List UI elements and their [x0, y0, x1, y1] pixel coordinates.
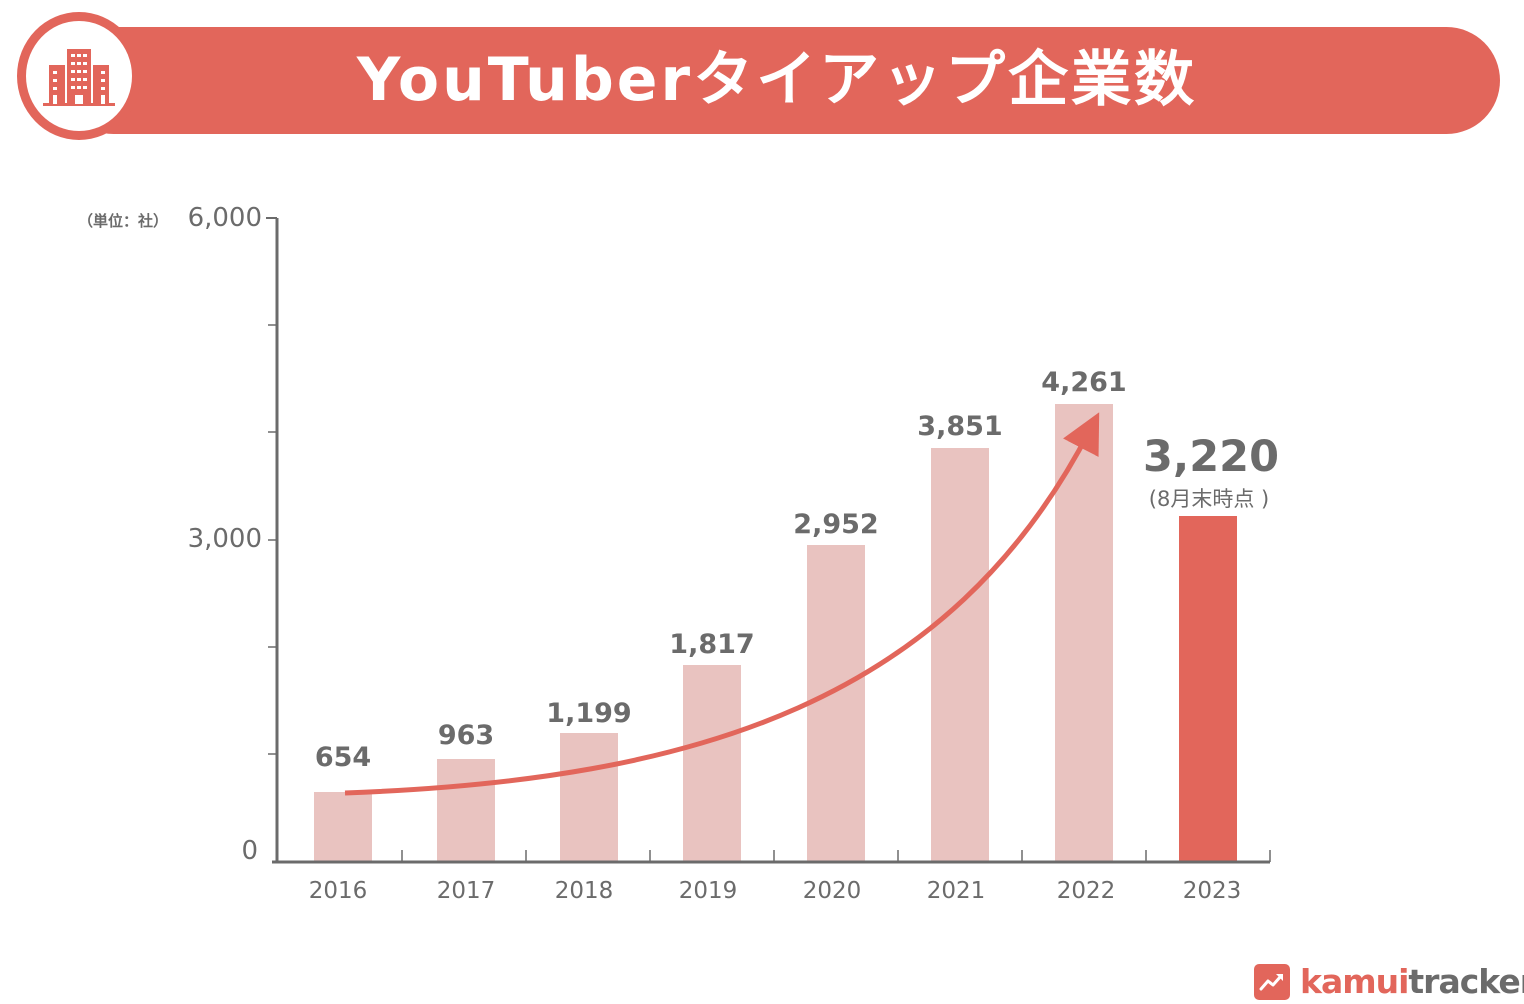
- title-banner: [60, 27, 1500, 134]
- value-label-2021: 3,851: [917, 411, 1003, 442]
- value-label-2019: 1,817: [669, 629, 755, 660]
- bar-2018: [560, 733, 618, 862]
- value-label-2023: 3,220: [1142, 432, 1279, 482]
- title-badge: [17, 12, 141, 140]
- note-2023: (8月末時点 ): [1148, 487, 1270, 511]
- brand-logo: kamui tracker: [1254, 962, 1524, 1001]
- y-tick-0: 0: [241, 836, 258, 866]
- value-label-2020: 2,952: [793, 509, 879, 540]
- value-label-2022: 4,261: [1041, 367, 1127, 398]
- value-label-2016: 654: [314, 742, 372, 773]
- value-label-2018: 1,199: [546, 698, 632, 729]
- bar-2021: [931, 448, 989, 862]
- x-label-2016: 2016: [308, 878, 368, 904]
- x-label-2017: 2017: [436, 878, 496, 904]
- bar-2020: [807, 545, 865, 862]
- trend-arrow: [344, 412, 1100, 796]
- x-label-2020: 2020: [802, 878, 862, 904]
- bar-2023: [1179, 516, 1237, 862]
- chart-title: YouTuberタイアップ企業数: [356, 45, 1198, 115]
- bar-2022: [1055, 404, 1113, 862]
- bars: [314, 404, 1237, 862]
- bar-2016: [314, 792, 372, 862]
- brand-name-part1: kamui: [1300, 962, 1409, 1001]
- value-label-2017: 963: [437, 720, 495, 751]
- x-label-2023: 2023: [1182, 878, 1242, 904]
- bar-2017: [437, 759, 495, 862]
- brand-name-part2: tracker: [1408, 962, 1524, 1001]
- trend-chart-icon: [1254, 963, 1290, 1000]
- x-label-2022: 2022: [1056, 878, 1116, 904]
- bar-2019: [683, 665, 741, 862]
- building-icon: [43, 49, 115, 106]
- unit-label: （単位：社）: [78, 212, 169, 230]
- x-label-2019: 2019: [678, 878, 738, 904]
- y-tick-6000: 6,000: [187, 203, 262, 233]
- y-tick-3000: 3,000: [187, 524, 262, 554]
- x-label-2021: 2021: [926, 878, 986, 904]
- x-label-2018: 2018: [554, 878, 614, 904]
